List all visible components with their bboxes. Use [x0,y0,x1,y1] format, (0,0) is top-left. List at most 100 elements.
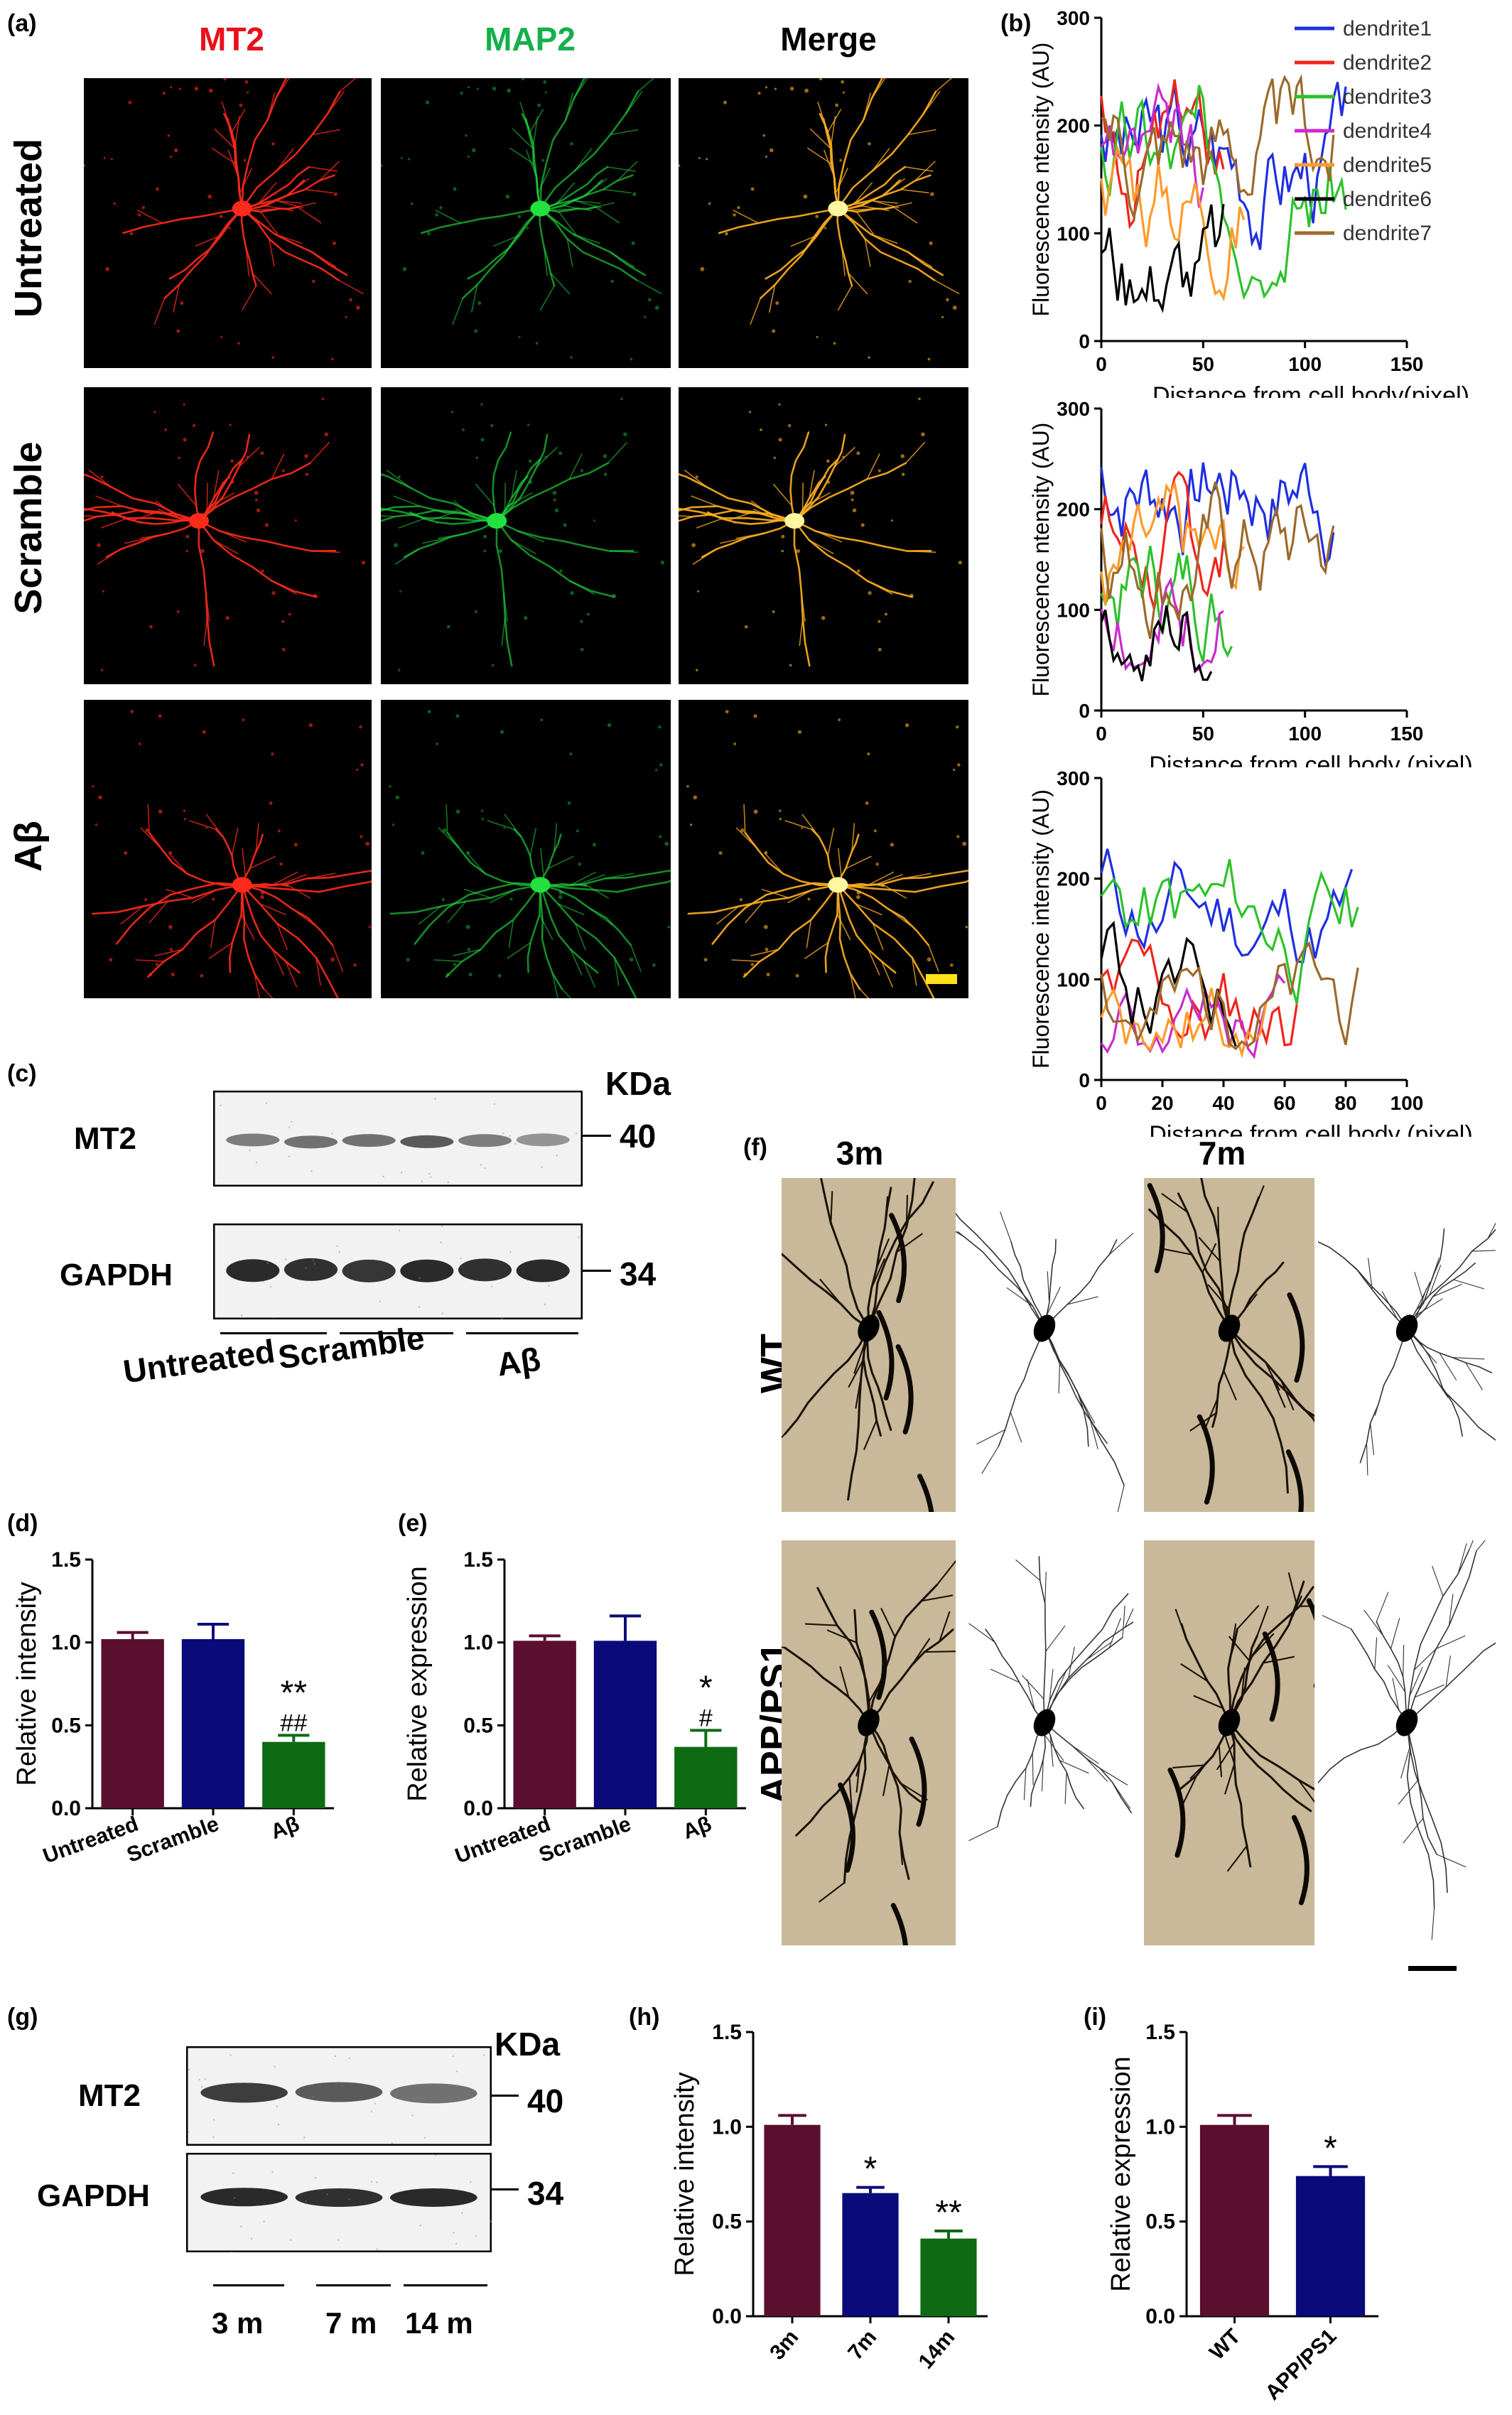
blot-speck [391,2142,394,2144]
cell-body [828,877,848,893]
puncta [708,202,711,205]
scale-bar [926,974,957,984]
neurite [868,1181,934,1329]
puncta [553,498,556,502]
puncta [439,205,443,210]
dendrite [539,884,599,974]
neurite-branch [1071,1745,1099,1764]
y-tick-label: 0.5 [51,1714,81,1737]
puncta [389,785,392,788]
puncta [580,647,584,652]
y-tick-label: 0.5 [1145,2210,1175,2234]
dendrite-branch [286,883,311,899]
blot-speck [418,1277,421,1279]
y-axis-label: Relative intensity [12,1582,42,1785]
puncta [875,863,879,866]
puncta [774,87,777,90]
legend-entry: dendrite4 [1343,119,1432,143]
puncta [183,403,185,406]
blot-speck [341,2085,343,2087]
y-axis-label: Relative intensity [670,2072,700,2276]
dendrite [793,462,907,522]
dendrite-branch [772,483,792,507]
neurite [1350,1628,1408,1724]
neurite [1044,1636,1123,1724]
blot-speck [544,1303,546,1306]
puncta [957,763,961,767]
cell-body [487,513,507,529]
puncta [400,156,403,160]
y-tick-label: 1.0 [51,1631,81,1655]
neurite-branch [1027,1679,1035,1711]
puncta [480,438,485,442]
blot-speck [262,1280,265,1282]
dendrite [539,207,638,281]
puncta [281,469,285,472]
puncta [397,475,401,479]
puncta [260,895,264,899]
dendrite-branch [271,453,285,480]
puncta [890,519,894,522]
puncta [941,315,944,318]
dendrite [837,880,968,893]
blot-speck [428,1172,431,1175]
puncta [474,329,478,333]
puncta [124,851,128,855]
neurite-branch [990,1668,1020,1683]
blot-speck [470,2181,472,2183]
blot-speck [288,1126,291,1128]
x-tick-label: APP/PS1 [1261,2325,1341,2405]
panel-c-underline-1 [220,1332,327,1334]
x-tick-label: WT [1205,2325,1245,2365]
dendrite-branch [135,959,164,962]
puncta [659,763,663,767]
dendrite-branch [764,852,784,875]
x-tick-label: 3m [765,2325,803,2364]
blot-speck [266,1262,269,1265]
puncta [271,752,274,756]
puncta [410,202,414,205]
puncta [164,428,168,431]
panel-c-size-40: 40 [620,1118,657,1155]
dendrite-branch [470,284,478,313]
puncta [260,451,264,455]
x-tick-label: 150 [1390,353,1424,375]
dendrite [240,207,257,287]
puncta [535,342,539,345]
dendrite-branch [853,182,873,205]
puncta [655,768,658,772]
puncta [200,549,205,553]
dendrite [198,462,311,522]
puncta [137,213,141,217]
puncta [260,890,265,895]
puncta [281,647,286,652]
dendrite-branch [529,109,544,134]
puncta [299,182,302,185]
dendrite-branch [263,988,274,998]
significance-mark: * [1324,2129,1337,2167]
panel-g-tick-gapdh [492,2188,519,2190]
dendrite [492,431,512,522]
dendrite-branch [230,109,246,134]
dendrite [837,207,944,276]
puncta [541,158,545,162]
puncta [757,92,761,95]
blot-speck [435,2154,437,2156]
puncta [603,454,608,458]
puncta [237,342,240,345]
puncta [521,78,525,81]
neurite-branch [1122,1605,1125,1638]
puncta [958,561,963,565]
dendrite-branch [533,116,539,145]
dendrite-branch [147,804,150,833]
puncta [592,843,597,847]
neurite-branch [1228,1636,1251,1662]
blot-speck [424,2136,426,2139]
puncta [648,298,652,302]
dendrite [147,884,244,978]
puncta [554,508,559,513]
significance-mark-2: # [699,1704,713,1731]
dendrite [539,884,632,946]
y-tick-label: 100 [1057,968,1090,990]
neurite [1359,1327,1408,1464]
